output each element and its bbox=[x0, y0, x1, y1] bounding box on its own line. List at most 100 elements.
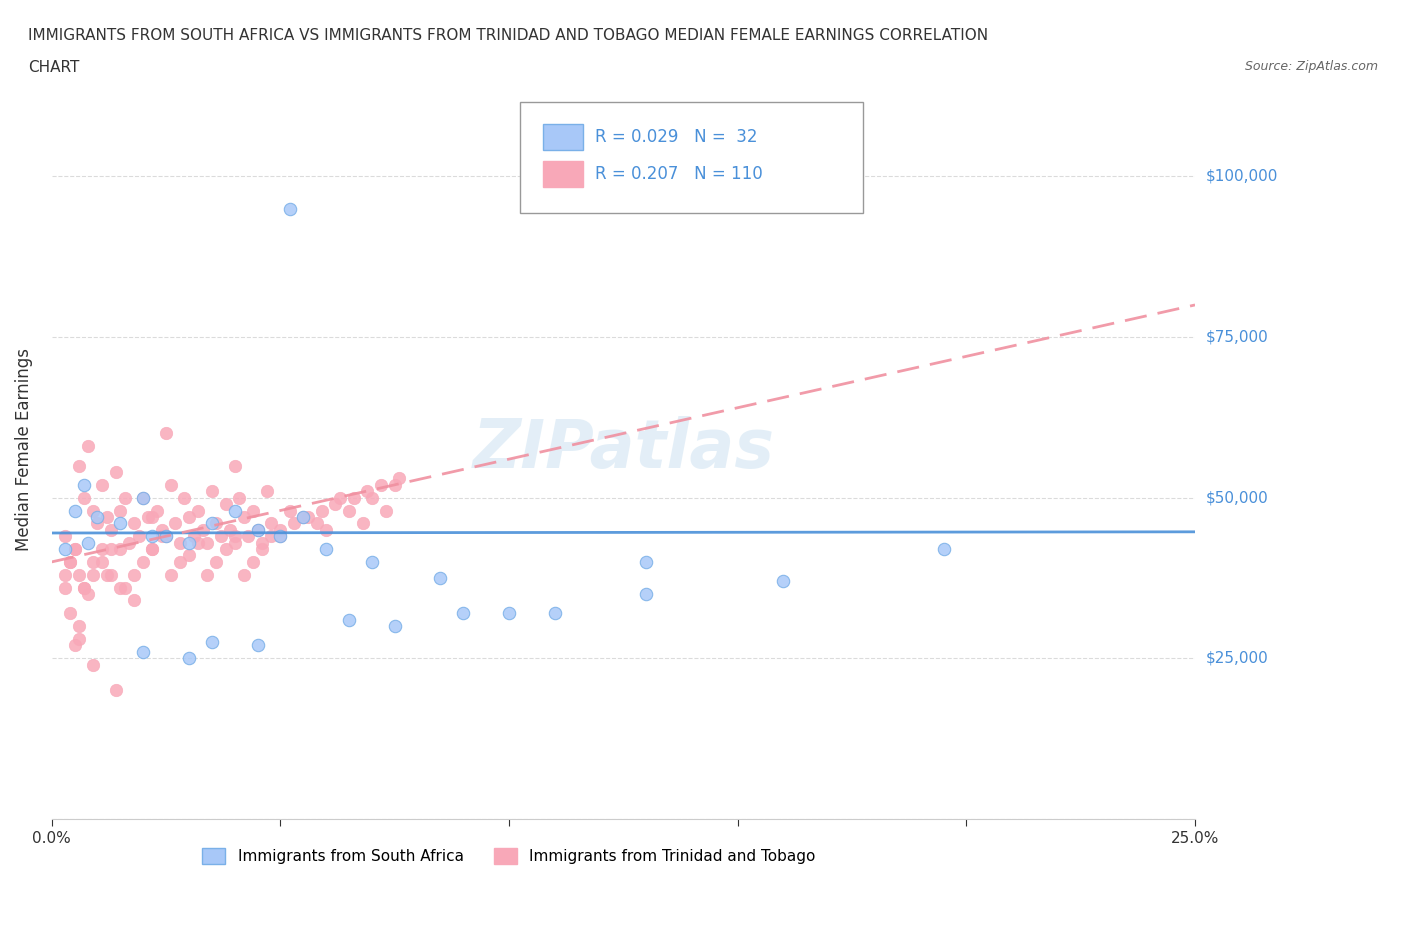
Point bbox=[195, 535, 218, 550]
Point bbox=[63, 503, 86, 518]
Point bbox=[260, 529, 283, 544]
Point bbox=[224, 535, 246, 550]
Point bbox=[246, 523, 269, 538]
Point bbox=[59, 554, 82, 569]
Point bbox=[82, 567, 104, 582]
Point bbox=[260, 516, 283, 531]
Point bbox=[159, 567, 181, 582]
Point bbox=[55, 541, 77, 556]
Point bbox=[67, 567, 90, 582]
Point bbox=[256, 484, 278, 498]
Point bbox=[86, 510, 108, 525]
Point bbox=[114, 490, 136, 505]
Point bbox=[205, 516, 228, 531]
Point bbox=[169, 535, 191, 550]
Text: $25,000: $25,000 bbox=[1206, 651, 1268, 666]
Point bbox=[201, 516, 224, 531]
Point bbox=[63, 541, 86, 556]
Point bbox=[772, 574, 794, 589]
Point bbox=[337, 503, 360, 518]
Point bbox=[141, 529, 163, 544]
Point bbox=[141, 541, 163, 556]
Point bbox=[544, 605, 567, 620]
Point bbox=[269, 529, 291, 544]
Text: $50,000: $50,000 bbox=[1206, 490, 1268, 505]
Point bbox=[183, 529, 205, 544]
Point bbox=[96, 567, 118, 582]
Point bbox=[132, 554, 155, 569]
Text: $75,000: $75,000 bbox=[1206, 329, 1268, 344]
Point bbox=[173, 490, 195, 505]
Point bbox=[59, 605, 82, 620]
Point bbox=[205, 554, 228, 569]
Point bbox=[104, 683, 127, 698]
Point bbox=[59, 554, 82, 569]
Legend: Immigrants from South Africa, Immigrants from Trinidad and Tobago: Immigrants from South Africa, Immigrants… bbox=[197, 842, 821, 870]
Point bbox=[63, 541, 86, 556]
Point bbox=[91, 477, 114, 492]
Point bbox=[352, 516, 374, 531]
Text: IMMIGRANTS FROM SOUTH AFRICA VS IMMIGRANTS FROM TRINIDAD AND TOBAGO MEDIAN FEMAL: IMMIGRANTS FROM SOUTH AFRICA VS IMMIGRAN… bbox=[28, 28, 988, 43]
Point bbox=[150, 529, 173, 544]
Point bbox=[429, 570, 451, 585]
Point bbox=[165, 516, 187, 531]
Point bbox=[246, 638, 269, 653]
Point bbox=[283, 516, 305, 531]
Point bbox=[360, 490, 382, 505]
Point bbox=[932, 541, 955, 556]
Point bbox=[155, 426, 177, 441]
Point bbox=[77, 535, 100, 550]
Point bbox=[91, 554, 114, 569]
Point bbox=[311, 503, 333, 518]
Point bbox=[297, 510, 319, 525]
Text: Source: ZipAtlas.com: Source: ZipAtlas.com bbox=[1244, 60, 1378, 73]
Point bbox=[292, 510, 315, 525]
Point bbox=[191, 523, 214, 538]
Point bbox=[498, 605, 520, 620]
Point bbox=[73, 477, 96, 492]
Text: ZIPatlas: ZIPatlas bbox=[472, 417, 775, 483]
Text: R = 0.207   N = 110: R = 0.207 N = 110 bbox=[595, 165, 762, 183]
Point bbox=[169, 554, 191, 569]
Point bbox=[55, 567, 77, 582]
Point bbox=[384, 477, 406, 492]
Point bbox=[82, 658, 104, 672]
Point bbox=[155, 529, 177, 544]
Point bbox=[100, 523, 122, 538]
Point bbox=[114, 580, 136, 595]
Point bbox=[177, 510, 200, 525]
Point bbox=[150, 523, 173, 538]
Point bbox=[77, 587, 100, 602]
Point bbox=[122, 516, 145, 531]
Point bbox=[77, 439, 100, 454]
Point bbox=[110, 503, 132, 518]
Point bbox=[96, 510, 118, 525]
Point bbox=[636, 554, 658, 569]
Point bbox=[292, 510, 315, 525]
Point bbox=[73, 580, 96, 595]
Point bbox=[155, 529, 177, 544]
Point bbox=[63, 638, 86, 653]
Point bbox=[214, 541, 236, 556]
Point bbox=[67, 618, 90, 633]
Y-axis label: Median Female Earnings: Median Female Earnings bbox=[15, 348, 32, 551]
Point bbox=[232, 567, 254, 582]
Point bbox=[278, 201, 301, 216]
Point bbox=[315, 541, 337, 556]
Point bbox=[323, 497, 346, 512]
Point bbox=[356, 484, 378, 498]
Point bbox=[224, 458, 246, 473]
Point bbox=[55, 580, 77, 595]
Point bbox=[118, 535, 141, 550]
Point bbox=[453, 605, 475, 620]
Point bbox=[73, 580, 96, 595]
Point bbox=[246, 523, 269, 538]
Point bbox=[187, 503, 209, 518]
Point bbox=[238, 529, 260, 544]
Point bbox=[132, 490, 155, 505]
Point bbox=[73, 490, 96, 505]
Point bbox=[67, 631, 90, 646]
Point bbox=[242, 554, 264, 569]
FancyBboxPatch shape bbox=[520, 102, 863, 213]
Point bbox=[224, 529, 246, 544]
